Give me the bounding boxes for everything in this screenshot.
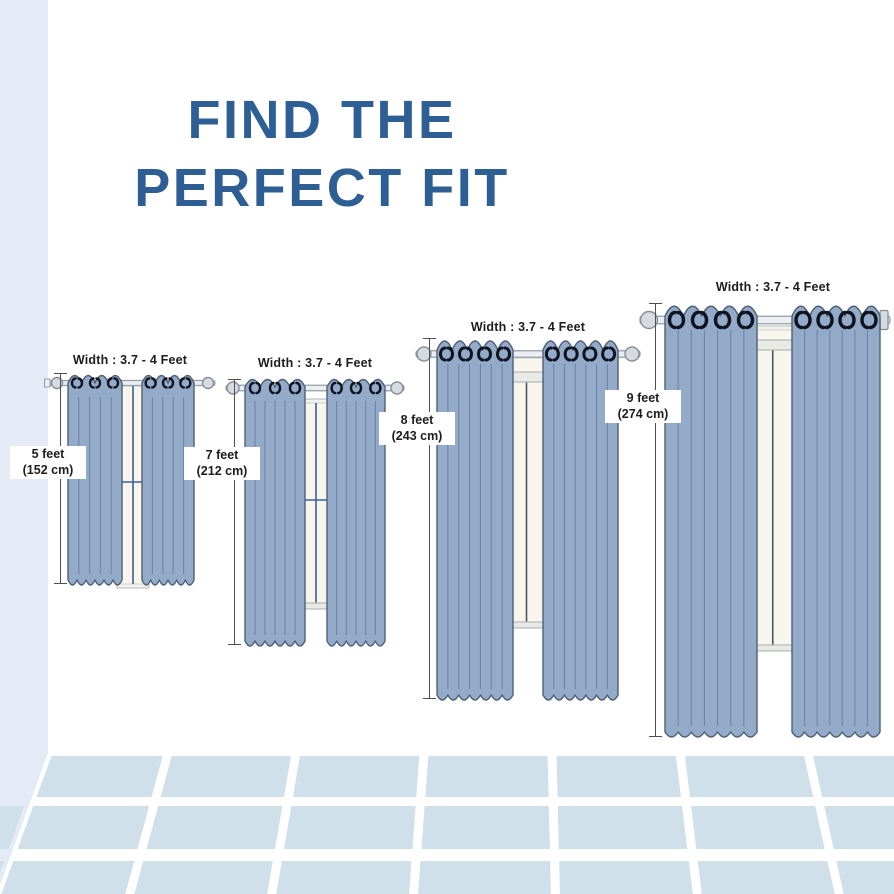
curtain-illustration [225,378,405,647]
dimension-line-8ft [423,338,436,699]
floor-tile [556,756,681,797]
height-feet: 5 feet [31,447,65,461]
title-line-2: PERFECT FIT [134,158,510,219]
height-label-5ft: 5 feet (152 cm) [10,446,86,480]
floor-tile [276,861,412,894]
tiled-floor [0,753,894,894]
height-label-8ft: 8 feet (243 cm) [379,412,455,446]
curtain-set-9ft [634,296,894,744]
floor-tile [146,806,283,849]
floor-tile [292,756,420,797]
width-label-set4: Width : 3.7 - 4 Feet [715,280,831,294]
floor-tile [160,756,291,797]
height-feet: 7 feet [205,448,239,462]
floor-tile [684,756,814,797]
floor-tile [824,806,894,849]
curtain-set-7ft [220,370,410,652]
width-label-set3: Width : 3.7 - 4 Feet [470,320,586,334]
height-cm: (274 cm) [617,406,669,421]
floor-tile [425,756,549,797]
curtain-illustration [415,340,641,701]
floor-tile [17,806,150,849]
page-title: FIND THE PERFECT FIT [42,86,602,222]
floor-tile [813,756,894,797]
floor-tile [557,806,688,849]
floor-tile [421,806,550,849]
curtain-illustration [639,305,891,738]
curtain-set-8ft [410,331,647,707]
title-line-1: FIND THE [187,90,457,150]
floor-tile [134,861,273,894]
width-label-set2: Width : 3.7 - 4 Feet [257,356,373,370]
floor-tile [697,861,835,894]
floor-tile [418,861,551,894]
dimension-line-7ft [228,379,241,645]
floor-tile [0,806,25,849]
height-cm: (152 cm) [22,462,74,477]
floor-tile [0,861,5,873]
floor-tile [691,806,825,849]
height-label-7ft: 7 feet (212 cm) [184,447,260,481]
curtain-illustration [44,374,216,589]
height-feet: 9 feet [626,391,660,405]
height-cm: (212 cm) [196,463,248,478]
height-label-9ft: 9 feet (274 cm) [605,390,681,424]
floor-tile [36,756,163,797]
floor-tiles-illustration [0,753,894,894]
height-feet: 8 feet [400,413,434,427]
floor-tile [559,861,693,894]
width-label-set1: Width : 3.7 - 4 Feet [72,353,188,367]
height-cm: (243 cm) [391,428,443,443]
floor-tile [836,861,894,894]
floor-tile [283,806,416,849]
dimension-line-9ft [649,303,662,737]
curtain-set-5ft [44,366,220,592]
left-wall [0,0,48,753]
floor-tile [1,861,135,894]
